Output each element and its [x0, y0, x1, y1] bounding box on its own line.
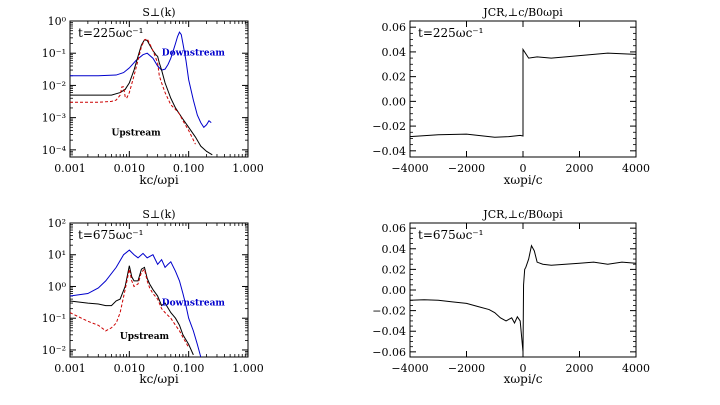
- x-tick-label: 4000: [622, 162, 650, 175]
- panel-jcr-early: JCR,⊥c/B0ωpi −4000 −2000 0 2000 4000 −0.04 −0.…: [372, 6, 650, 187]
- panel-title: JCR,⊥c/B0ωpi: [482, 208, 563, 221]
- panel-title: S⊥(k): [142, 208, 175, 221]
- y-tick-label: 0.06: [382, 21, 407, 34]
- y-tick-label: 0.00: [382, 95, 407, 108]
- time-label: t=675ωc⁻¹: [418, 228, 483, 242]
- x-tick-label: 0.001: [54, 362, 86, 375]
- time-label: t=225ωc⁻¹: [78, 26, 143, 40]
- annotation-downstream: Downstream: [162, 299, 226, 309]
- annotations-group: Downstream Upstream: [120, 299, 226, 343]
- y-tick-label: 0.04: [382, 243, 407, 256]
- y-tick-label: 0.02: [382, 71, 407, 84]
- x-tick-label: 0.100: [173, 162, 205, 175]
- series-line-black-solid: [70, 265, 194, 356]
- x-axis-label: kc/ωpi: [139, 173, 179, 187]
- annotations-group: Downstream Upstream: [111, 48, 225, 138]
- x-tick-label: 0.100: [173, 362, 205, 375]
- y-tick-label: 10⁰: [48, 15, 67, 28]
- x-axis-label: kc/ωpi: [139, 372, 179, 386]
- x-tick-label: 1.000: [232, 362, 264, 375]
- series-line-red-dashed: [70, 268, 190, 348]
- y-tick-label: −0.02: [372, 305, 406, 318]
- y-tick-label: 10⁻¹: [42, 47, 66, 60]
- series-group: [70, 31, 213, 156]
- ticks-group: 0.001 0.010 0.100 1.000 10⁻² 10⁻¹ 10⁰ 10¹ 10²: [42, 217, 264, 375]
- x-axis-label: xωpi/c: [504, 173, 543, 187]
- annotation-upstream: Upstream: [120, 332, 170, 342]
- y-tick-label: 0.00: [382, 284, 407, 297]
- series-line-downstream: [70, 249, 202, 357]
- ticks-group: −4000 −2000 0 2000 4000 −0.04 −0.02 0.00 0.02 0.0…: [372, 21, 650, 175]
- series-line-red-dashed: [70, 38, 196, 145]
- y-tick-label: −0.04: [372, 325, 406, 338]
- y-tick-label: −0.02: [372, 120, 406, 133]
- y-tick-label: 10⁻¹: [42, 312, 66, 325]
- x-tick-label: 0: [520, 362, 527, 375]
- x-tick-label: 0.010: [114, 362, 146, 375]
- x-tick-label: 2000: [566, 362, 594, 375]
- time-label: t=675ωc⁻¹: [78, 228, 143, 242]
- plot-frame: [69, 20, 249, 158]
- y-tick-label: 10¹: [48, 249, 66, 262]
- y-tick-label: 10⁻³: [42, 112, 66, 125]
- x-tick-label: 4000: [622, 362, 650, 375]
- series-line-jcr: [410, 47, 636, 138]
- y-tick-label: −0.04: [372, 145, 406, 158]
- ticks-group: −4000 −2000 0 2000 4000 −0.06 −0.04 −0.02 0.00 0.…: [372, 222, 650, 375]
- ticks-group: 0.001 0.010 0.100 1.000 10⁻⁴ 10⁻³ 10⁻² 10⁻¹ 10⁰: [42, 15, 264, 175]
- x-tick-label: −4000: [391, 162, 428, 175]
- series-line-black-solid: [70, 39, 213, 156]
- y-tick-label: 10⁰: [48, 280, 67, 293]
- x-tick-label: 2000: [566, 162, 594, 175]
- x-tick-label: −2000: [448, 362, 485, 375]
- x-tick-label: 0: [520, 162, 527, 175]
- y-tick-label: 0.06: [382, 222, 407, 235]
- series-group: [410, 47, 636, 138]
- y-tick-label: 10⁻²: [42, 344, 66, 357]
- panel-s-perp-late: S⊥(k) 0.001 0.010 0.100 1.000 10⁻² 10⁻¹ 10⁰ 10¹…: [42, 208, 264, 386]
- plot-frame: [69, 222, 249, 358]
- series-group: [70, 249, 202, 357]
- y-tick-label: 10²: [48, 217, 66, 230]
- annotation-downstream: Downstream: [162, 48, 226, 58]
- x-axis-label: xωpi/c: [504, 372, 543, 386]
- x-tick-label: 1.000: [232, 162, 264, 175]
- y-tick-label: 0.04: [382, 46, 407, 59]
- x-tick-label: −4000: [391, 362, 428, 375]
- series-line-jcr: [410, 244, 636, 352]
- series-group: [410, 244, 636, 352]
- y-tick-label: 10⁻⁴: [42, 144, 67, 157]
- y-tick-label: 10⁻²: [42, 79, 66, 92]
- x-tick-label: 0.010: [114, 162, 146, 175]
- y-tick-label: −0.06: [372, 346, 406, 359]
- panel-title: S⊥(k): [142, 6, 175, 19]
- annotation-upstream: Upstream: [111, 128, 161, 138]
- panel-jcr-late: JCR,⊥c/B0ωpi −4000 −2000 0 2000 4000 −0.06 −0.…: [372, 208, 650, 386]
- panel-s-perp-early: S⊥(k) 0.001 0.010 0.100 1.000 10⁻⁴ 10⁻³ 10⁻² 10…: [42, 6, 264, 187]
- series-line-downstream: [70, 31, 212, 129]
- y-tick-label: 0.02: [382, 263, 407, 276]
- x-tick-label: 0.001: [54, 162, 86, 175]
- time-label: t=225ωc⁻¹: [418, 26, 483, 40]
- panel-title: JCR,⊥c/B0ωpi: [482, 6, 563, 19]
- x-tick-label: −2000: [448, 162, 485, 175]
